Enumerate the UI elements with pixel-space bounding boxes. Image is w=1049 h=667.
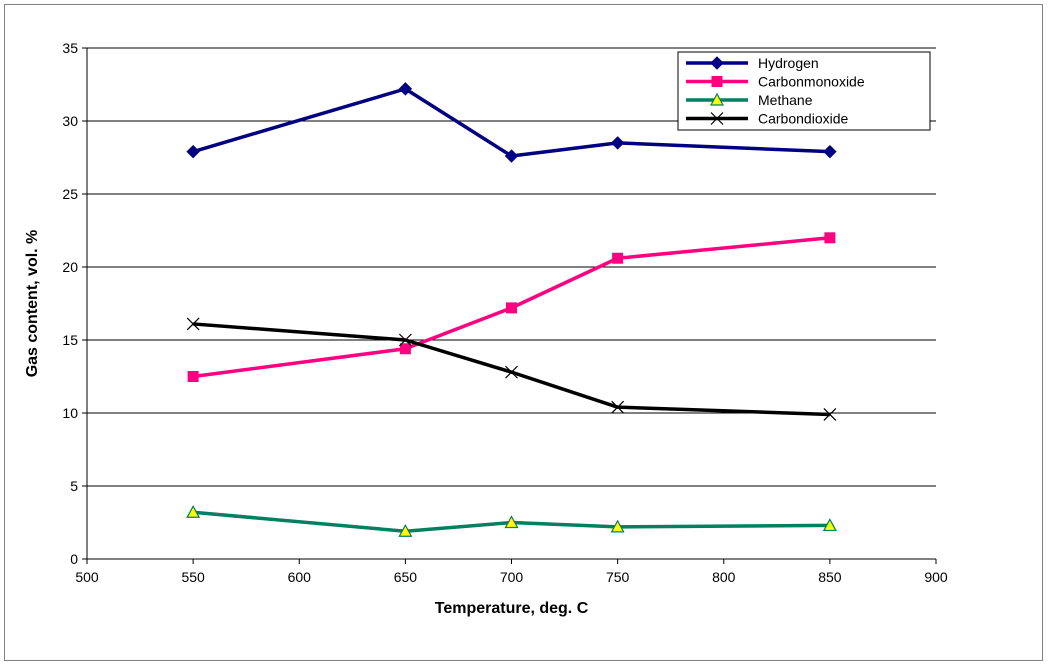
series-carbonmonoxide [187, 232, 836, 382]
chart-frame: 0 5 10 15 20 25 30 35 500 550 600 650 700 750 800 850 90… [4, 4, 1043, 661]
point-hydrogen-550 [186, 144, 200, 159]
series-carbondioxide [186, 317, 837, 421]
y-axis-title: Gas content, vol. % [24, 230, 41, 378]
legend-entry-methane: Methane [686, 92, 813, 108]
point-hydrogen-850 [823, 144, 837, 159]
line-chart: 0 5 10 15 20 25 30 35 500 550 600 650 700 750 800 850 90… [24, 40, 948, 617]
point-carbonmonoxide-650 [399, 343, 411, 355]
point-methane-550 [186, 505, 201, 518]
point-methane-750 [610, 519, 625, 533]
x-tick-label-700: 700 [500, 569, 524, 585]
x-tick-label-800: 800 [712, 569, 736, 585]
point-hydrogen-750 [610, 136, 625, 150]
legend-marker-carbondioxide [710, 112, 724, 125]
x-tick-label-550: 550 [181, 569, 205, 585]
point-carbonmonoxide-850 [824, 232, 836, 244]
point-carbonmonoxide-700 [506, 302, 517, 314]
legend-label-carbondioxide: Carbondioxide [758, 111, 848, 127]
y-tick-label-20: 20 [62, 259, 78, 275]
legend-marker-carbondioxide-stroke-b [710, 112, 724, 125]
point-carbondioxide-700 [505, 365, 518, 379]
legend-label-methane: Methane [758, 92, 813, 108]
legend-marker-hydrogen [710, 56, 724, 70]
legend-marker-carbonmonoxide [711, 76, 723, 87]
x-tick-label-850: 850 [818, 569, 842, 585]
point-carbonmonoxide-550 [187, 371, 199, 382]
grid-layer [87, 47, 936, 487]
legend-marker-methane [709, 92, 725, 106]
legend-label-hydrogen: Hydrogen [758, 55, 819, 71]
y-tick-label-15: 15 [62, 332, 78, 348]
point-methane-850 [822, 518, 837, 532]
x-axis-title: Temperature, deg. C [435, 600, 589, 617]
point-carbondioxide-650 [398, 333, 412, 347]
axes-layer: 0 5 10 15 20 25 30 35 500 550 600 650 700 750 800 850 90… [62, 40, 947, 585]
legend-entry-carbonmonoxide: Carbonmonoxide [686, 74, 865, 90]
legend: Hydrogen Carbonmonoxide Methane Carbondioxi… [677, 51, 931, 131]
series-line-carbondioxide [192, 322, 830, 417]
point-hydrogen-650 [398, 82, 413, 96]
x-tick-label-500: 500 [75, 569, 99, 585]
y-tick-label-10: 10 [62, 405, 78, 421]
point-methane-700 [504, 515, 519, 529]
series-layer [186, 82, 837, 537]
point-carbondioxide-850-stroke-b [823, 408, 837, 421]
point-carbondioxide-850 [823, 408, 837, 421]
point-carbondioxide-550 [186, 317, 200, 331]
point-methane-650 [398, 524, 413, 537]
x-tick-label-900: 900 [924, 569, 948, 585]
legend-label-carbonmonoxide: Carbonmonoxide [758, 74, 865, 90]
y-tick-label-25: 25 [62, 186, 78, 202]
x-tick-label-600: 600 [288, 569, 312, 585]
y-tick-label-30: 30 [62, 113, 78, 129]
x-tick-label-750: 750 [606, 569, 630, 585]
point-carbondioxide-550-stroke-b [186, 317, 200, 331]
legend-entry-carbondioxide: Carbondioxide [686, 111, 848, 127]
y-tick-label-35: 35 [62, 40, 78, 56]
point-hydrogen-700 [504, 149, 519, 163]
point-carbondioxide-750 [611, 400, 625, 414]
series-methane [186, 505, 837, 537]
point-carbondioxide-750-stroke-b [611, 400, 625, 414]
x-tick-label-650: 650 [394, 569, 418, 585]
point-carbondioxide-650-stroke-b [398, 333, 412, 347]
point-carbonmonoxide-750 [612, 252, 624, 264]
y-tick-label-0: 0 [70, 551, 78, 567]
series-hydrogen [186, 82, 837, 163]
y-tick-label-5: 5 [70, 478, 78, 494]
point-carbondioxide-700-stroke-b [505, 365, 518, 379]
legend-entry-hydrogen: Hydrogen [686, 55, 819, 71]
